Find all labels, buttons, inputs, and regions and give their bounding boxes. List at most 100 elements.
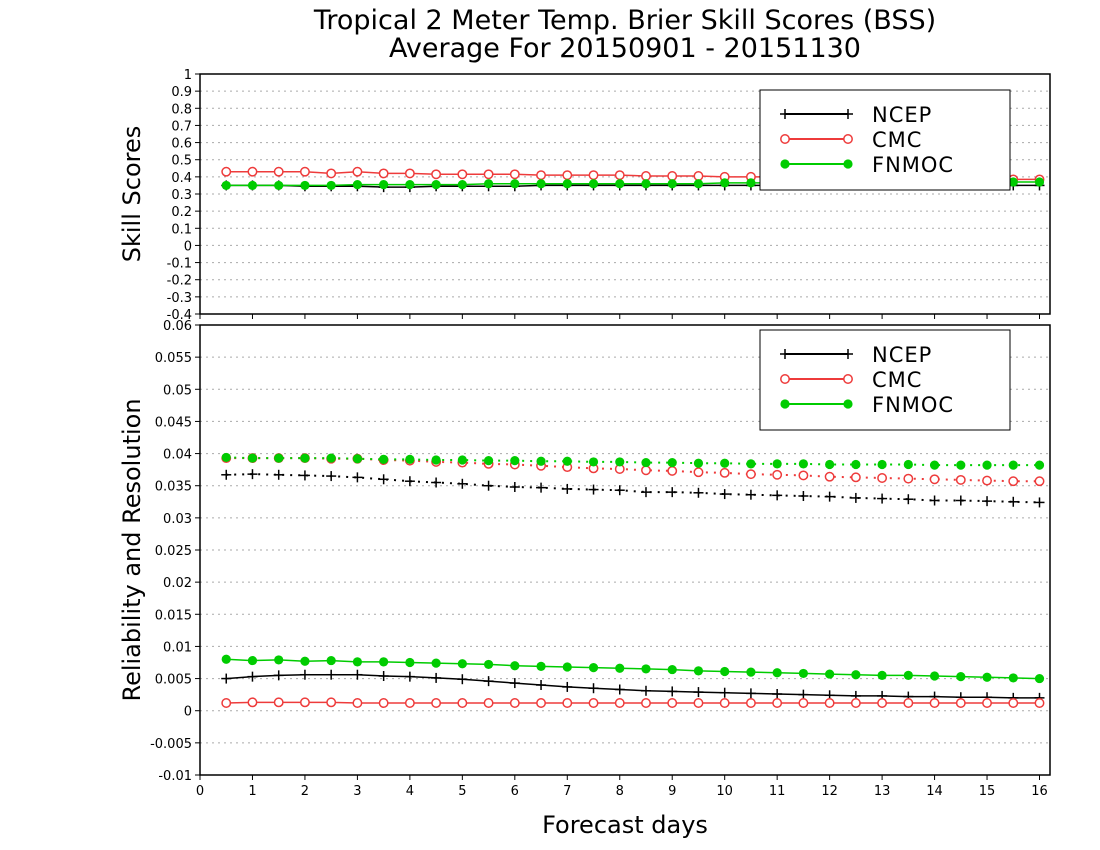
data-point xyxy=(379,454,389,464)
data-point xyxy=(247,655,258,666)
data-point xyxy=(903,698,914,708)
legend-label: FNMOC xyxy=(872,393,954,417)
data-point xyxy=(405,657,415,668)
x-tick-label: 10 xyxy=(716,784,733,799)
data-point xyxy=(483,179,494,189)
data-point xyxy=(483,659,494,670)
data-point xyxy=(929,698,940,708)
data-point xyxy=(720,458,730,468)
skill-score-panel: -0.4 -0.3 -0.2 -0.1 0 0.1 0.2 0.3 0.4 0.5 0.6 0.7 0.… xyxy=(118,68,1051,323)
y-tick-label: 0 xyxy=(184,239,192,254)
data-point xyxy=(247,697,258,708)
data-point xyxy=(457,455,467,465)
data-point xyxy=(824,471,835,482)
data-point xyxy=(929,474,940,485)
y-tick-label: -0.01 xyxy=(158,769,192,784)
y-tick-label: 0.01 xyxy=(163,640,192,655)
data-point xyxy=(588,663,599,673)
series-cmc-solid xyxy=(221,697,1045,708)
y-tick-label: 0.1 xyxy=(171,222,192,237)
data-point xyxy=(536,170,546,181)
data-point xyxy=(588,170,599,181)
data-point xyxy=(457,659,467,669)
data-point xyxy=(982,672,992,682)
x-tick-label: 11 xyxy=(769,784,786,799)
data-point xyxy=(877,698,888,708)
data-point xyxy=(955,698,966,708)
data-point xyxy=(877,670,887,680)
data-point xyxy=(667,664,677,675)
data-point xyxy=(929,460,940,470)
data-point xyxy=(798,668,808,679)
x-tick-label: 6 xyxy=(511,784,519,799)
data-point xyxy=(588,698,599,708)
data-point xyxy=(719,467,730,478)
data-point xyxy=(300,180,310,191)
y-tick-label: 0.03 xyxy=(163,512,192,527)
data-point xyxy=(326,180,336,191)
data-point xyxy=(720,666,730,677)
data-point xyxy=(300,453,310,463)
data-point xyxy=(1034,177,1045,187)
data-point xyxy=(247,453,258,463)
data-point xyxy=(352,698,363,708)
y-tick-label: -0.4 xyxy=(167,308,192,323)
data-point xyxy=(221,452,231,463)
data-point xyxy=(352,454,363,464)
data-point xyxy=(562,179,572,189)
data-point xyxy=(746,667,756,677)
data-point xyxy=(850,472,861,483)
data-point xyxy=(431,658,441,668)
data-point xyxy=(352,179,363,190)
data-point xyxy=(745,469,756,480)
y-tick-label: 0.06 xyxy=(163,319,192,334)
data-point xyxy=(588,457,599,467)
data-point xyxy=(536,179,546,189)
data-point xyxy=(274,453,284,463)
data-point xyxy=(772,668,782,678)
data-point xyxy=(903,670,913,680)
x-tick-label: 7 xyxy=(563,784,571,799)
data-point xyxy=(431,455,441,465)
data-point xyxy=(405,179,415,190)
data-point xyxy=(299,166,310,177)
y-tick-label: 0.02 xyxy=(163,576,192,591)
y-tick-label: 0.045 xyxy=(155,415,192,430)
data-point xyxy=(273,697,284,708)
data-point xyxy=(1034,476,1045,487)
data-point xyxy=(772,459,782,469)
data-point xyxy=(956,672,966,682)
data-point xyxy=(1008,673,1018,683)
y-tick-label: 0.055 xyxy=(155,351,192,366)
data-point xyxy=(982,698,992,708)
x-tick-label: 13 xyxy=(874,784,891,799)
series-fnmoc-dotted xyxy=(221,452,1045,470)
data-point xyxy=(746,459,756,469)
data-point xyxy=(772,469,783,480)
x-tick-label: 1 xyxy=(248,784,256,799)
data-point xyxy=(379,179,389,190)
data-point xyxy=(326,655,336,666)
y-tick-label: 0.7 xyxy=(171,119,192,134)
data-point xyxy=(903,459,913,470)
data-point xyxy=(536,456,546,466)
data-point xyxy=(509,169,520,180)
data-point xyxy=(929,671,940,681)
y-tick-label: 0.05 xyxy=(163,383,192,398)
data-point xyxy=(614,698,625,708)
y-tick-label: -0.2 xyxy=(167,274,192,289)
data-point xyxy=(746,178,756,188)
y-tick-label: 0.6 xyxy=(171,137,192,152)
data-point xyxy=(247,180,258,191)
data-point xyxy=(641,465,651,476)
plot-frame xyxy=(199,73,1051,315)
data-point xyxy=(772,698,783,708)
data-point xyxy=(798,470,809,481)
data-point xyxy=(326,168,337,179)
data-point xyxy=(719,698,730,708)
data-point xyxy=(588,179,599,189)
data-point xyxy=(562,662,572,672)
data-point xyxy=(667,171,678,181)
